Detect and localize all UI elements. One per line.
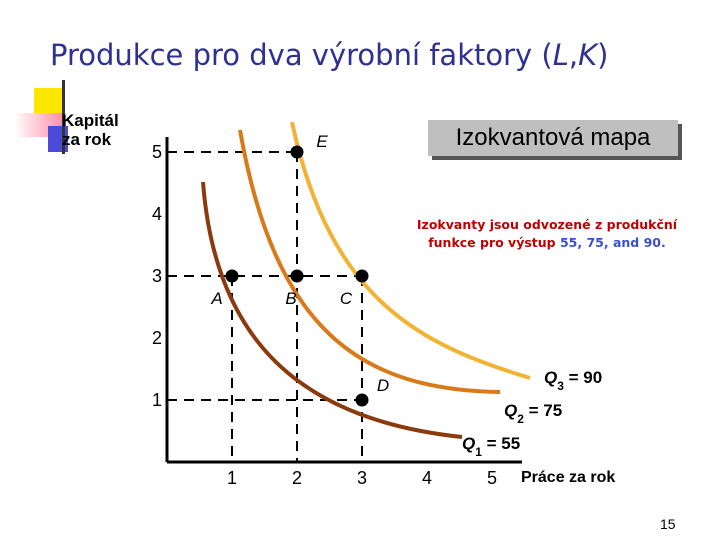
isoquant-q2 <box>238 129 501 394</box>
point-b <box>290 269 304 283</box>
isoquant-label-q1: Q1 = 55 <box>462 434 520 459</box>
x-tick-label-2: 2 <box>292 468 302 488</box>
note-line2: funkce pro výstup 55, 75, and 90. <box>402 234 692 252</box>
point-c <box>355 269 369 283</box>
x-tick-label-3: 3 <box>357 468 367 488</box>
point-label-d: D <box>377 376 389 395</box>
y-tick-label-1: 1 <box>152 390 162 410</box>
y-tick-label-4: 4 <box>152 204 162 224</box>
x-axis-title: Práce za rok <box>521 469 615 486</box>
y-tick-label-5: 5 <box>152 142 162 162</box>
page-number: 15 <box>660 516 676 532</box>
y-tick-label-3: 3 <box>152 266 162 286</box>
point-e <box>290 145 304 159</box>
note-line2-prefix: funkce pro výstup <box>428 235 560 250</box>
x-tick-label-4: 4 <box>422 468 432 488</box>
isoquant-q1 <box>201 181 463 439</box>
y-axis-label: Kapitál za rok <box>62 111 119 149</box>
decor-vertical-line <box>62 80 65 154</box>
y-tick-label-2: 2 <box>152 328 162 348</box>
isoquant-map-title-box: Izokvantová mapa <box>428 120 678 156</box>
note-values: 55, 75, and 90. <box>559 235 666 250</box>
x-tick-label-1: 1 <box>227 468 237 488</box>
isoquant-label-q3: Q3 = 90 <box>544 368 602 393</box>
isoquant-label-q2: Q2 = 75 <box>504 401 562 426</box>
note-line1: Izokvanty jsou odvozené z produkční <box>416 217 678 232</box>
point-label-b: B <box>285 289 296 308</box>
isoquant-note: Izokvanty jsou odvozené z produkční funk… <box>402 216 692 252</box>
x-tick-label-5: 5 <box>487 468 497 488</box>
point-a <box>225 269 239 283</box>
point-label-e: E <box>316 132 328 151</box>
isoquant-q3 <box>290 121 531 380</box>
point-d <box>355 393 369 407</box>
y-axis-label-line2: za rok <box>62 130 112 149</box>
point-label-a: A <box>210 289 222 308</box>
page-title: Produkce pro dva výrobní faktory (L,K) <box>50 38 609 72</box>
y-axis-label-line1: Kapitál <box>62 111 119 130</box>
point-label-c: C <box>340 289 353 308</box>
isoquant-map-title: Izokvantová mapa <box>455 124 651 151</box>
